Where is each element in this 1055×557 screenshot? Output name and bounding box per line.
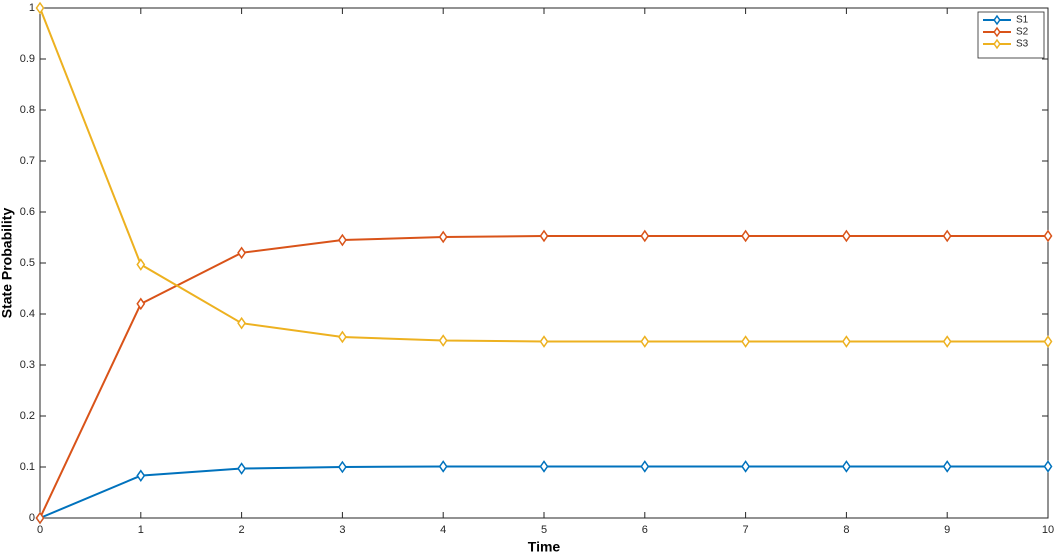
x-tick-label: 7 (743, 524, 749, 536)
data-marker (337, 460, 347, 474)
y-tick-label: 1 (29, 2, 35, 14)
legend-label: S1 (1016, 15, 1029, 26)
y-tick-label: 0.4 (20, 308, 35, 320)
data-marker (438, 460, 448, 473)
data-marker (841, 460, 851, 473)
x-tick-label: 1 (138, 524, 144, 536)
data-marker (640, 229, 650, 243)
data-marker (640, 335, 650, 348)
y-tick-label: 0.9 (20, 53, 35, 65)
data-marker (942, 460, 952, 473)
y-tick-label: 0.1 (20, 461, 35, 473)
data-marker (539, 460, 549, 473)
data-marker (1043, 460, 1053, 473)
x-tick-label: 6 (642, 524, 648, 536)
y-tick-label: 0.5 (20, 257, 35, 269)
y-axis-title: State Probability (0, 208, 15, 319)
data-marker (438, 230, 448, 244)
legend-marker (993, 14, 1001, 26)
data-marker (136, 258, 146, 271)
data-marker (841, 335, 851, 348)
x-tick-label: 2 (239, 524, 245, 536)
data-marker (136, 469, 146, 482)
legend-marker (993, 38, 1001, 50)
data-marker (337, 330, 347, 344)
legend-label: S2 (1016, 27, 1029, 38)
data-marker (1043, 335, 1053, 348)
y-tick-label: 0.8 (20, 104, 35, 116)
data-marker (35, 511, 45, 525)
x-tick-label: 10 (1042, 524, 1054, 536)
data-marker (539, 229, 549, 243)
data-marker (741, 460, 751, 473)
data-marker (237, 316, 247, 330)
data-marker (1043, 229, 1053, 243)
legend-marker (993, 26, 1001, 38)
y-tick-label: 0.6 (20, 206, 35, 218)
legend-box (977, 11, 1045, 59)
data-marker (237, 246, 247, 260)
data-marker (237, 462, 247, 475)
data-marker (741, 229, 751, 243)
data-marker (539, 335, 549, 348)
y-tick-label: 0 (29, 512, 35, 524)
data-marker (841, 229, 851, 243)
x-tick-label: 0 (37, 524, 43, 536)
data-marker (640, 460, 650, 473)
x-tick-label: 3 (339, 524, 345, 536)
plot-area (39, 7, 1049, 519)
data-marker (337, 233, 347, 247)
x-tick-label: 8 (843, 524, 849, 536)
x-axis-title: Time (528, 539, 561, 555)
y-tick-label: 0.2 (20, 410, 35, 422)
x-tick-label: 9 (944, 524, 950, 536)
data-marker (741, 335, 751, 348)
x-tick-label: 4 (440, 524, 446, 536)
x-tick-label: 5 (541, 524, 547, 536)
legend-label: S3 (1016, 39, 1029, 50)
data-marker (942, 335, 952, 348)
y-tick-label: 0.3 (20, 359, 35, 371)
y-tick-label: 0.7 (20, 155, 35, 167)
data-marker (136, 297, 146, 311)
data-marker (35, 1, 45, 15)
data-marker (438, 334, 448, 347)
data-marker (942, 229, 952, 243)
